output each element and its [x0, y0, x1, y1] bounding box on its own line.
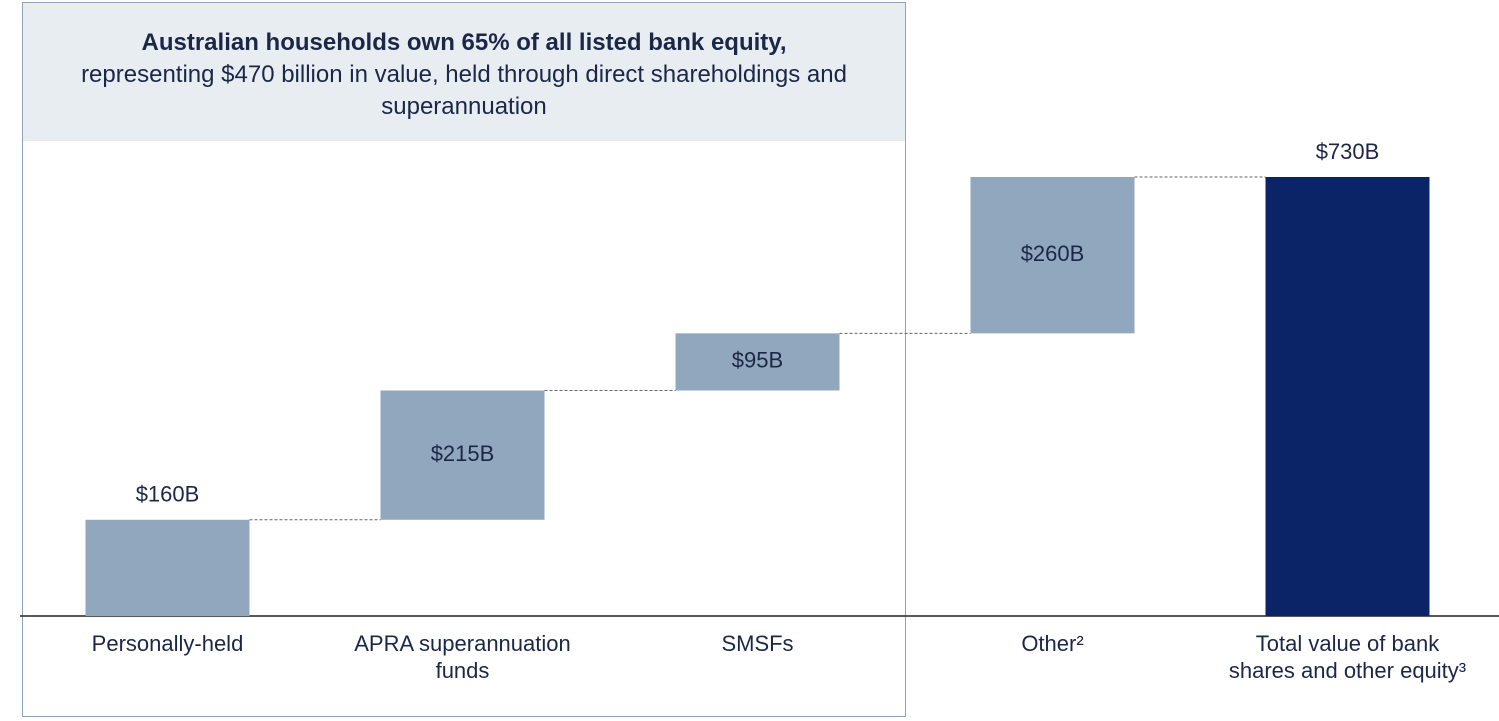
bar [675, 333, 840, 391]
value-label: $95B [732, 348, 783, 373]
category-label: APRA superannuation funds [354, 631, 571, 683]
bar [1265, 177, 1430, 616]
bar [970, 177, 1135, 334]
bar [380, 390, 545, 520]
value-label: $160B [136, 482, 200, 507]
value-label: $730B [1316, 139, 1380, 164]
value-label: $215B [431, 441, 495, 466]
household-box: Australian households own 65% of all lis… [22, 2, 906, 717]
category-label: Other² [1021, 631, 1084, 656]
category-label: Personally-held [91, 631, 244, 656]
category-label: Total value of bank shares and other equ… [1228, 631, 1467, 683]
value-label: $260B [1021, 241, 1085, 266]
annotation-bold: Australian households own 65% of all lis… [141, 29, 787, 56]
bar [85, 519, 250, 616]
annotation-text: representing $470 billion in value, held… [81, 61, 847, 120]
annotation: Australian households own 65% of all lis… [23, 3, 905, 141]
category-label: SMSFs [721, 631, 794, 656]
